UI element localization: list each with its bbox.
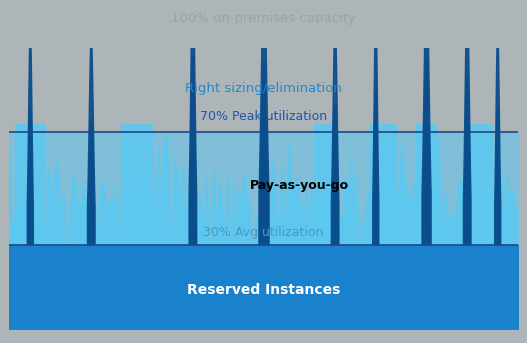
Polygon shape [416, 124, 436, 245]
Text: Pay-as-you-go: Pay-as-you-go [249, 179, 349, 192]
Text: 70% Peak utilization: 70% Peak utilization [200, 109, 327, 122]
Polygon shape [370, 124, 396, 245]
Polygon shape [467, 124, 492, 245]
Text: Reserved Instances: Reserved Instances [187, 283, 340, 297]
Text: Right sizing/elimination: Right sizing/elimination [185, 82, 342, 95]
Polygon shape [314, 124, 335, 245]
Polygon shape [15, 124, 45, 245]
Polygon shape [121, 124, 152, 245]
Text: 30% Avg utilization: 30% Avg utilization [203, 226, 324, 239]
Text: 100% on-premises capacity: 100% on-premises capacity [171, 12, 356, 25]
